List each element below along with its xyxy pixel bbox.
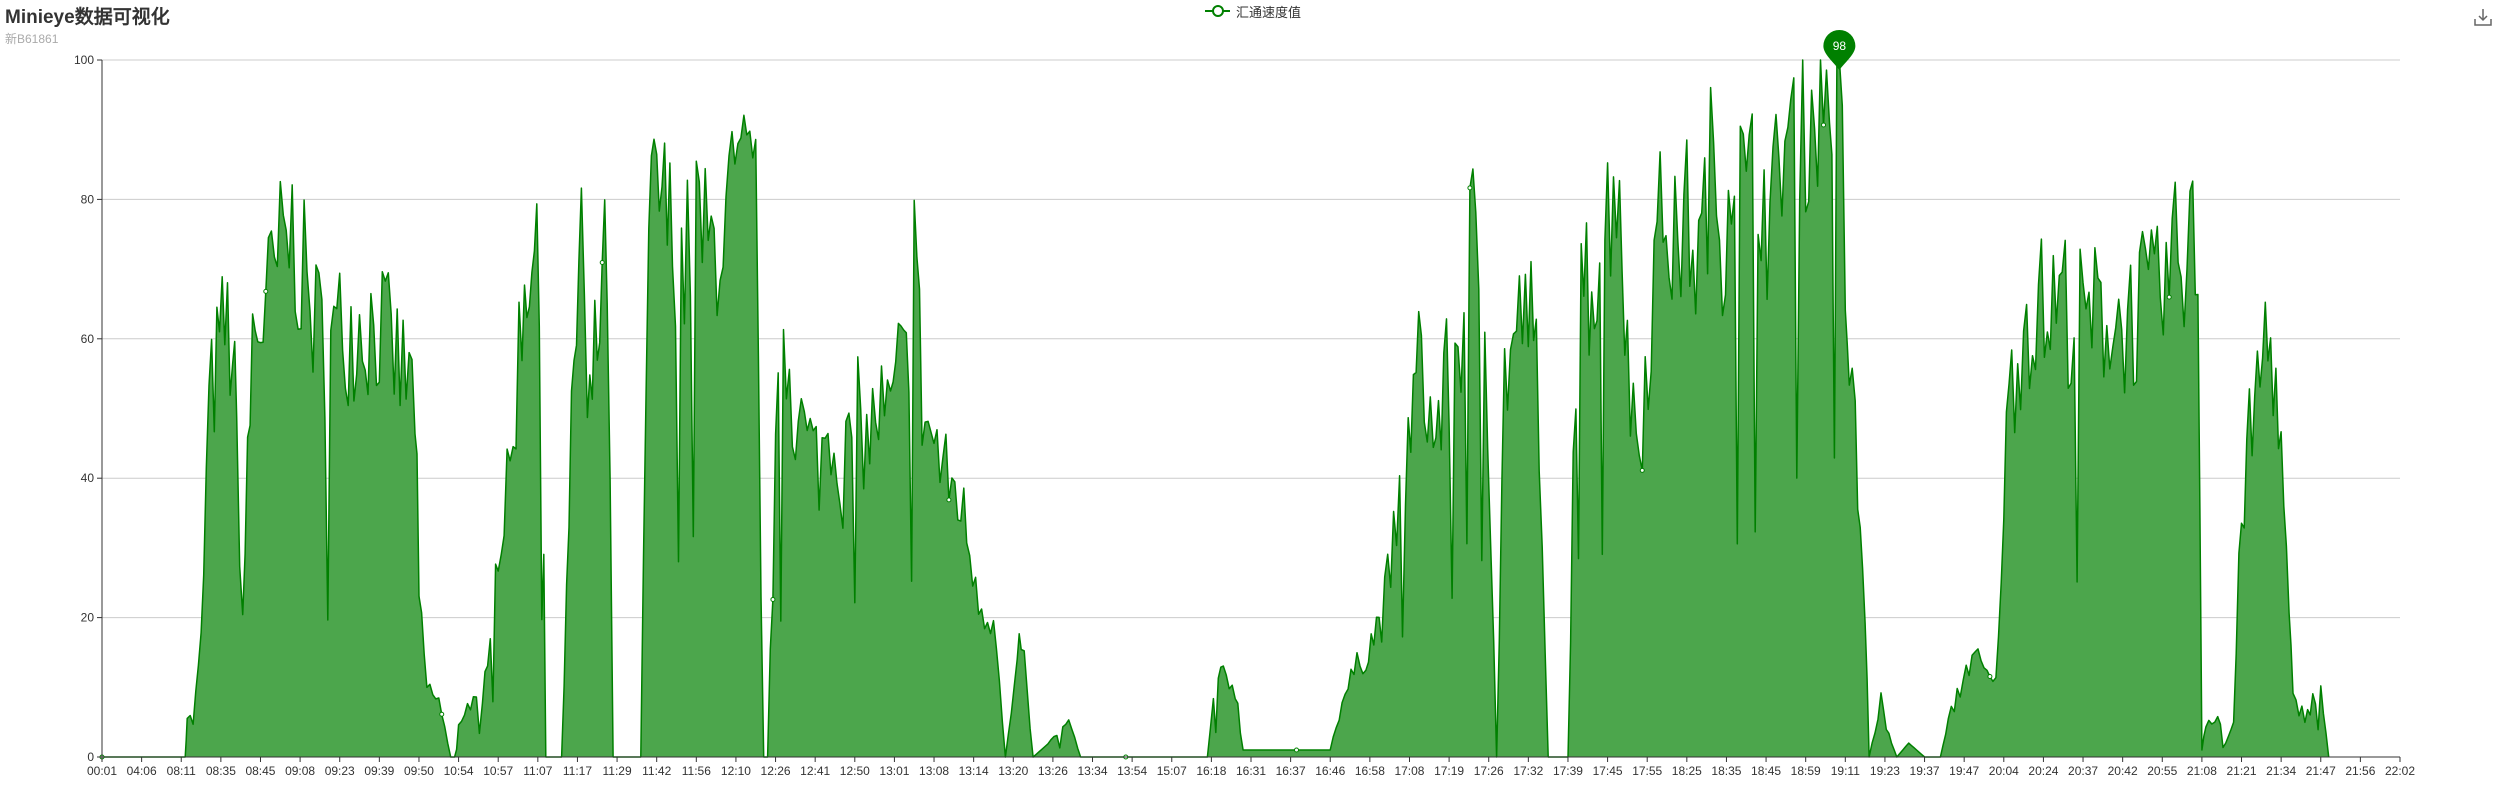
x-tick-label: 13:01 [879, 764, 909, 778]
series-point [1293, 747, 1299, 753]
x-tick-label: 13:54 [1117, 764, 1147, 778]
x-tick-label: 04:06 [127, 764, 157, 778]
series-point [1821, 122, 1827, 128]
x-tick-label: 20:24 [2028, 764, 2058, 778]
x-tick-label: 18:45 [1751, 764, 1781, 778]
x-tick-label: 18:59 [1791, 764, 1821, 778]
legend-line-circle-icon [1205, 4, 1230, 18]
x-tick-label: 15:07 [1157, 764, 1187, 778]
legend-label: 汇通速度值 [1236, 4, 1302, 20]
x-tick-label: 09:39 [364, 764, 394, 778]
x-tick-label: 17:45 [1593, 764, 1623, 778]
x-tick-label: 09:50 [404, 764, 434, 778]
y-tick-label: 20 [81, 611, 95, 625]
x-tick-label: 13:14 [959, 764, 989, 778]
x-tick-label: 20:42 [2108, 764, 2138, 778]
x-tick-label: 11:07 [523, 764, 552, 778]
y-tick-label: 80 [81, 192, 95, 206]
download-icon[interactable] [2472, 6, 2494, 28]
x-tick-label: 19:47 [1949, 764, 1979, 778]
series-point [439, 711, 445, 717]
x-tick-label: 10:57 [483, 764, 513, 778]
x-tick-label: 16:18 [1196, 764, 1226, 778]
x-tick-label: 17:39 [1553, 764, 1583, 778]
x-tick-label: 21:08 [2187, 764, 2217, 778]
x-tick-label: 17:32 [1513, 764, 1543, 778]
x-tick-label: 13:08 [919, 764, 949, 778]
x-tick-label: 12:10 [721, 764, 751, 778]
chart-subtitle: 新B61861 [5, 32, 59, 46]
x-tick-label: 00:01 [87, 764, 117, 778]
x-tick-label: 12:41 [800, 764, 830, 778]
x-tick-label: 18:25 [1672, 764, 1702, 778]
x-tick-label: 16:37 [1276, 764, 1306, 778]
x-tick-label: 08:11 [167, 764, 196, 778]
x-tick-label: 09:08 [285, 764, 315, 778]
x-tick-label: 21:21 [2227, 764, 2257, 778]
chart-title: Minieye数据可视化 [5, 7, 170, 28]
x-tick-label: 19:23 [1870, 764, 1900, 778]
series-point [1467, 185, 1473, 191]
x-tick-label: 16:58 [1355, 764, 1385, 778]
x-tick-label: 17:26 [1474, 764, 1504, 778]
x-tick-label: 21:56 [2345, 764, 2375, 778]
x-tick-label: 13:26 [1038, 764, 1068, 778]
series-point [1987, 673, 1993, 679]
x-tick-label: 17:08 [1394, 764, 1424, 778]
series-area [99, 59, 2330, 760]
x-tick-label: 08:45 [245, 764, 275, 778]
max-value-pin [1823, 29, 1856, 70]
x-tick-label: 10:54 [444, 764, 474, 778]
x-tick-label: 11:42 [642, 764, 671, 778]
series-point [946, 497, 952, 503]
legend-item[interactable]: 汇通速度值 [1205, 1, 1301, 21]
y-tick-label: 40 [81, 471, 95, 485]
x-tick-label: 20:37 [2068, 764, 2098, 778]
x-tick-label: 21:34 [2266, 764, 2296, 778]
series-point [2166, 294, 2172, 300]
x-tick-label: 22:02 [2385, 764, 2415, 778]
x-tick-label: 17:55 [1632, 764, 1662, 778]
y-tick-label: 60 [81, 332, 95, 346]
x-tick-label: 08:35 [206, 764, 236, 778]
series-point [1639, 467, 1645, 473]
x-tick-label: 18:35 [1711, 764, 1741, 778]
series-line [102, 59, 2330, 758]
x-tick-label: 13:34 [1078, 764, 1108, 778]
x-tick-label: 16:46 [1315, 764, 1345, 778]
x-tick-label: 12:50 [840, 764, 870, 778]
x-tick-label: 19:37 [1910, 764, 1940, 778]
x-tick-label: 19:11 [1831, 764, 1860, 778]
x-tick-label: 21:47 [2306, 764, 2336, 778]
x-tick-label: 11:17 [563, 764, 592, 778]
x-tick-label: 12:26 [761, 764, 791, 778]
series-point [770, 596, 776, 602]
y-tick-label: 100 [74, 53, 94, 67]
x-tick-label: 09:23 [325, 764, 355, 778]
y-tick-label: 0 [87, 750, 94, 764]
x-tick-label: 13:20 [998, 764, 1028, 778]
series-point [263, 288, 269, 294]
series-point [599, 259, 605, 265]
x-tick-label: 20:04 [1989, 764, 2019, 778]
series-area-fill [102, 60, 2329, 757]
x-tick-label: 16:31 [1236, 764, 1266, 778]
markers: 98 [1823, 29, 1856, 70]
x-tick-label: 11:56 [682, 764, 711, 778]
axes: 0 20 40 60 80 100 00:01 04:06 08:11 08:35 08:45 09:… [74, 53, 2415, 778]
x-tick-label: 11:29 [602, 764, 631, 778]
x-tick-label: 20:55 [2147, 764, 2177, 778]
x-tick-label: 17:19 [1434, 764, 1464, 778]
max-value-label: 98 [1833, 39, 1847, 53]
